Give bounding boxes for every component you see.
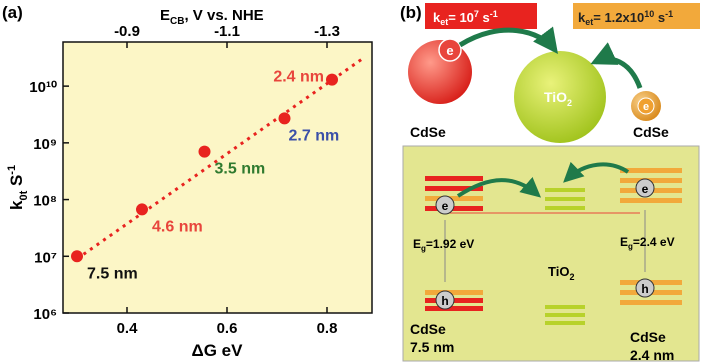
- x2-tick-label: -1.1: [214, 23, 240, 40]
- point: [278, 112, 291, 125]
- y-tick-label: 10⁸: [33, 193, 57, 210]
- x2-axis-label: ECB, V vs. NHE: [160, 7, 264, 27]
- y-tick-label: 10¹⁰: [29, 79, 57, 96]
- rate-box: [573, 3, 700, 29]
- y-tick-label: 10⁷: [34, 249, 57, 266]
- gap-left: Eg=1.92 eV: [413, 237, 474, 253]
- rate-box: [425, 3, 537, 29]
- diagram: (b) ket= 107 s-1 ket= 1.2x1010 s-1 e TiO…: [400, 3, 700, 363]
- y-tick-label: 10⁶: [33, 306, 57, 323]
- hole: [435, 290, 455, 310]
- rate-left: ket= 107 s-1: [433, 9, 498, 27]
- electron: [637, 97, 655, 115]
- transfer-arrow: [458, 26, 559, 54]
- y-tick-label: 10⁹: [33, 136, 57, 153]
- point: [136, 203, 148, 216]
- electron-label: e: [642, 182, 649, 196]
- transfer-arrow: [456, 176, 542, 198]
- electron: [435, 195, 455, 215]
- tio2-sphere: [514, 51, 606, 143]
- point-label: 4.6 nm: [152, 218, 203, 235]
- hole-label: h: [641, 282, 648, 296]
- rate-right: ket= 1.2x1010 s-1: [578, 9, 673, 27]
- point-label: 3.5 nm: [215, 161, 266, 178]
- cdse-right: CdSe: [633, 124, 669, 140]
- tio2-box-label: TiO2: [548, 264, 574, 282]
- electron-label: e: [442, 199, 449, 213]
- point: [71, 250, 83, 263]
- electron-label: e: [643, 101, 649, 113]
- x2-tick-label: -1.3: [314, 23, 340, 40]
- box-right-size: 2.4 nm: [630, 347, 674, 363]
- point: [326, 73, 338, 86]
- x-axis-label: ΔG eV: [192, 341, 244, 360]
- point-label: 2.7 nm: [289, 127, 340, 144]
- box-right: CdSe: [630, 329, 666, 345]
- point: [198, 145, 211, 158]
- electron: [635, 178, 655, 198]
- x-tick-label: 0.4: [117, 320, 139, 337]
- hole-label: h: [441, 294, 448, 308]
- box-left-size: 7.5 nm: [410, 339, 454, 355]
- point-label: 7.5 nm: [87, 265, 138, 282]
- tio2-label: TiO2: [544, 89, 572, 108]
- transfer-arrow: [590, 42, 643, 89]
- panel-label: (a): [2, 3, 23, 22]
- hole: [635, 278, 655, 298]
- transfer-arrow: [563, 161, 630, 183]
- electron-label: e: [446, 43, 453, 58]
- point-label: 2.4 nm: [273, 69, 324, 86]
- y-axis-label: k0t S-1: [6, 165, 30, 210]
- box-left: CdSe: [410, 321, 446, 337]
- electron: [438, 38, 462, 62]
- x-tick-label: 0.6: [217, 320, 238, 337]
- fit-line: [76, 57, 363, 261]
- cdse-left: CdSe: [410, 124, 446, 140]
- x-tick-label: 0.8: [317, 320, 338, 337]
- x2-tick-label: -0.9: [114, 23, 140, 40]
- panel-label: (b): [400, 3, 422, 22]
- gap-right: Eg=2.4 eV: [620, 235, 675, 251]
